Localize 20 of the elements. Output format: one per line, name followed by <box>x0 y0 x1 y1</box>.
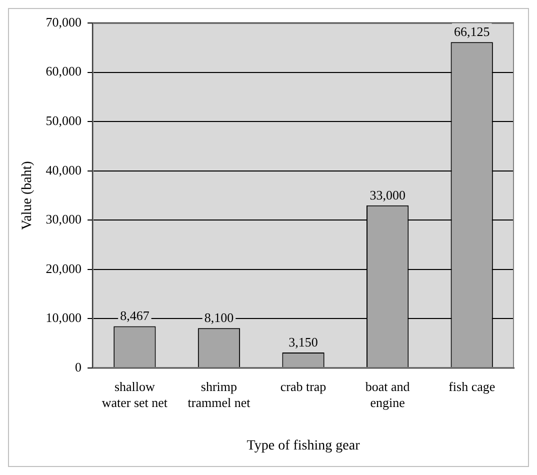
x-axis-title: Type of fishing gear <box>246 438 360 454</box>
x-tick-label: fish cage <box>448 379 496 394</box>
data-label: 33,000 <box>370 187 406 202</box>
data-label: 8,467 <box>120 308 150 324</box>
data-label: 3,150 <box>288 334 318 350</box>
y-tick-label: 50,000 <box>46 112 82 128</box>
x-tick-label: shallow water set net <box>102 379 168 410</box>
y-tick-label: 10,000 <box>46 310 82 326</box>
y-tick-label: 40,000 <box>46 162 82 178</box>
y-tick-label: 20,000 <box>46 260 82 276</box>
x-tick-label: boat and engine <box>365 379 410 410</box>
y-axis-title: Value (baht) <box>20 160 36 230</box>
x-tick-label: shrimp trammel net <box>188 379 251 410</box>
y-tick-label: 30,000 <box>46 212 82 227</box>
y-tick-label: 60,000 <box>46 64 82 79</box>
y-tick-label: 70,000 <box>46 14 82 30</box>
x-tick-label: crab trap <box>280 379 326 394</box>
y-tick-label: 0 <box>75 359 82 374</box>
data-label: 8,100 <box>204 310 234 325</box>
data-label: 66,125 <box>454 24 490 40</box>
